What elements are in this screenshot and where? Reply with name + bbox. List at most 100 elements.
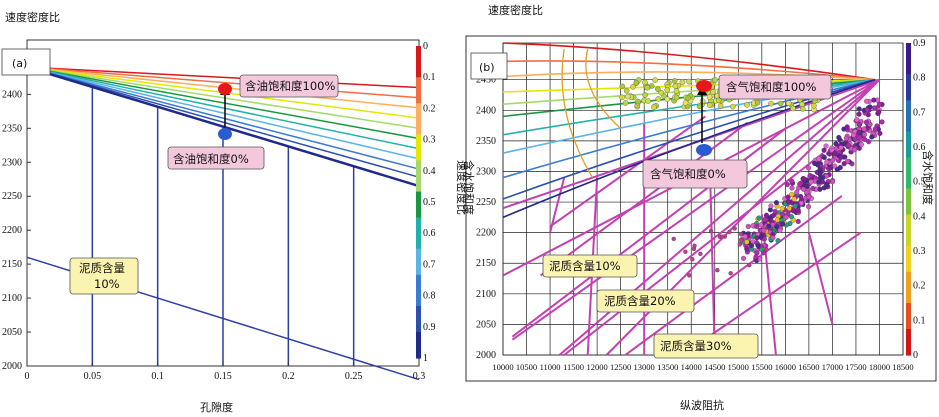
panel-a-colorbar-segment (416, 103, 421, 109)
panel-b-point-gas (730, 103, 736, 110)
panel-b-colorbar-segment (906, 152, 911, 158)
panel-b-point-wet (798, 194, 804, 200)
panel-a-colorbar-segment (416, 248, 421, 255)
panel-b-xtick-label: 16000 (775, 362, 796, 372)
panel-b-point-wet (754, 235, 760, 241)
panel-b-point-wet (804, 184, 810, 190)
panel-a-colorbar-tick-label: 0.8 (423, 291, 436, 302)
panel-b-fan-arc (585, 48, 622, 130)
panel-b-xtick-label: 10500 (516, 362, 537, 372)
panel-b-point-gas (799, 101, 805, 108)
panel-a-label: (a) (12, 57, 27, 70)
panel-a-xtick-label: 0.15 (214, 371, 232, 382)
panel-b-colorbar-tick-label: 0.3 (913, 246, 926, 257)
panel-b-point-gas (673, 94, 680, 101)
panel-b-point-wet (754, 223, 760, 230)
panel-b-point-wet (810, 185, 816, 192)
panel-b-point-wet (774, 224, 780, 230)
panel-b-ytick-label: 2250 (476, 197, 496, 208)
panel-b-point-wet (768, 203, 774, 209)
panel-b-point-wet (777, 227, 783, 234)
panel-b-colorbar-segment (906, 69, 911, 75)
panel-a-colorbar-segment (416, 342, 421, 349)
panel-b-point-wet (817, 186, 823, 192)
panel-b-colorbar-segment (906, 95, 911, 101)
panel-b-point-wet (851, 147, 858, 153)
panel-b-xtick-label: 13000 (634, 362, 655, 372)
panel-b-colorbar-tick-label: 0.9 (913, 38, 926, 49)
panel-b-point-gas (651, 104, 657, 111)
panel-b-point-wet (797, 181, 803, 187)
panel-a-ytick-label: 2000 (2, 361, 22, 372)
panel-a-colorbar-segment (416, 51, 421, 57)
panel-b-point-wet (805, 165, 811, 171)
panel-b-point-sparse (747, 262, 752, 268)
panel-b-colorbar-segment (906, 344, 911, 351)
panel-b-ytick-label: 2100 (476, 289, 496, 300)
panel-a-colorbar-tick-label: 0.4 (423, 166, 436, 177)
panel-b-point-wet (843, 135, 849, 141)
panel-b-colorbar-tick-label: 0.5 (913, 177, 926, 188)
panel-a-colorbar-segment (416, 316, 421, 323)
panel-b-point-sparse (728, 271, 733, 276)
panel-a-colorbar-segment (416, 170, 421, 177)
panel-b-colorbar-segment (906, 141, 911, 148)
panel-b-clay-cross (709, 171, 716, 356)
panel-b-point-wet (816, 156, 822, 162)
panel-b-point-wet (806, 204, 812, 210)
panel-b-point-sparse (708, 228, 714, 234)
panel-a: 2000 2050 2100 2150 2200 2250 2300 2350 2400 0 0.… (1, 39, 436, 414)
panel-a-colorbar-segment (416, 160, 421, 167)
panel-a-colorbar-segment (416, 144, 421, 151)
panel-b-point-sparse (683, 249, 688, 254)
panel-b-colorbar-segment (906, 199, 911, 205)
panel-b-point-wet (795, 207, 801, 213)
panel-a-line-sat_1.0 (26, 65, 420, 188)
panel-b-xlabel: 纵波阻抗 (680, 398, 724, 412)
panel-b-colorbar-segment (906, 209, 911, 216)
panel-a-colorbar-segment (416, 321, 421, 328)
panel-b-point-gas (664, 87, 670, 93)
panel-a-colorbar-tick-label: 1 (423, 353, 428, 364)
panel-a-y-ticks: 2000 2050 2100 2150 2200 2250 2300 2350 2400 (2, 89, 31, 372)
panel-a-line-sat_0.5 (26, 66, 420, 140)
panel-b-point-gas (717, 103, 724, 109)
panel-b-point-wet (762, 217, 768, 223)
panel-b-callout-clay-10 (542, 254, 638, 278)
panel-b-clay-ray (511, 78, 881, 341)
panel-b-colorbar-segment (906, 48, 911, 54)
panel-b-point-gas (655, 96, 662, 102)
panel-b-colorbar-segment (906, 240, 911, 247)
panel-b-marker-gas-0 (696, 144, 712, 156)
panel-b-point-wet (791, 196, 797, 202)
panel-b-point-sparse (738, 238, 744, 243)
panel-b-point-gas (642, 92, 648, 98)
panel-b-point-gas (671, 78, 678, 84)
panel-a-colorbar-segment (416, 228, 421, 234)
panel-b-point-sparse (737, 242, 742, 247)
panel-a-colorbar-segment (416, 290, 421, 297)
panel-a-colorbar-segment (416, 191, 421, 198)
panel-b-point-gas (644, 84, 651, 91)
panel-b-colorbar-segment (906, 292, 911, 299)
panel-b-point-wet (827, 151, 833, 157)
panel-b-colorbar-segment (906, 271, 911, 278)
panel-b-point-gas (655, 86, 661, 92)
panel-b-colorbar-tick-label: 0 (913, 350, 918, 361)
panel-a-callout-oil-100-text: 含油饱和度100% (245, 79, 335, 93)
panel-b-ytick-label: 2350 (476, 136, 496, 147)
panel-a-ytick-label: 2200 (2, 225, 22, 236)
panel-b-colorbar-segment (906, 53, 911, 60)
panel-b-point-wet (773, 200, 779, 206)
panel-b-xtick-label: 11000 (540, 362, 561, 372)
panel-b-point-wet (763, 212, 770, 218)
panel-b-xtick-label: 18000 (869, 362, 890, 372)
panel-a-colorbar-segment (416, 118, 421, 125)
panel-b-point-wet (756, 215, 762, 221)
panel-b-point-wet (866, 139, 872, 145)
panel-b-point-gas (624, 93, 631, 100)
panel-a-colorbar-tick-label: 0 (423, 41, 428, 52)
panel-b-ytick-label: 2300 (476, 166, 496, 177)
panel-b-colorbar-segment (906, 323, 911, 330)
panel-a-colorbar-segment (416, 306, 421, 312)
